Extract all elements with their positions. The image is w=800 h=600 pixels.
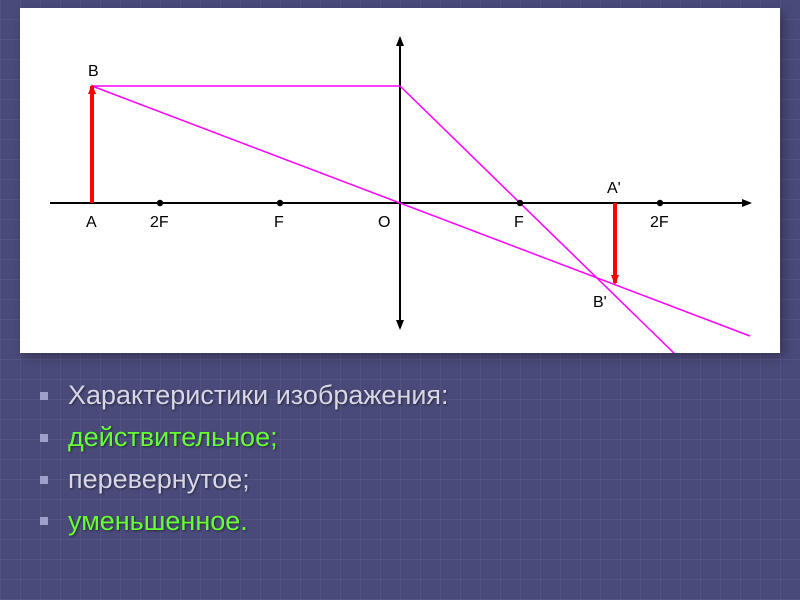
label-O: O [378,214,390,231]
axis-point-2F_left [157,200,163,206]
label-A: A [86,214,97,231]
label-F_right: F [514,214,524,231]
optics-diagram: A B 2F F O F A' 2F B' [20,8,780,353]
caption-heading-text: Характеристики изображения: [68,375,449,417]
caption-block: Характеристики изображения: действительн… [40,375,449,542]
axis-point-F_right [517,200,523,206]
label-Aprime: A' [607,180,621,197]
caption-item-text: перевернутое; [68,459,250,501]
caption-item: уменьшенное. [40,501,449,543]
label-2F_left: 2F [150,214,169,231]
diagram-panel: A B 2F F O F A' 2F B' [20,8,780,353]
axis-point-2F_right [657,200,663,206]
bullet-icon [40,517,48,525]
label-Bprime: B' [593,294,607,311]
bullet-icon [40,434,48,442]
label-B: B [88,63,99,80]
caption-item-text: действительное; [68,417,278,459]
caption-heading: Характеристики изображения: [40,375,449,417]
caption-item: действительное; [40,417,449,459]
bullet-icon [40,476,48,484]
label-F_left: F [274,214,284,231]
label-2F_right: 2F [650,214,669,231]
caption-item: перевернутое; [40,459,449,501]
caption-item-text: уменьшенное. [68,501,248,543]
bullet-icon [40,392,48,400]
ray-parallel-then-through-F [400,86,720,353]
axis-point-F_left [277,200,283,206]
ray-through-center-O [92,86,750,336]
